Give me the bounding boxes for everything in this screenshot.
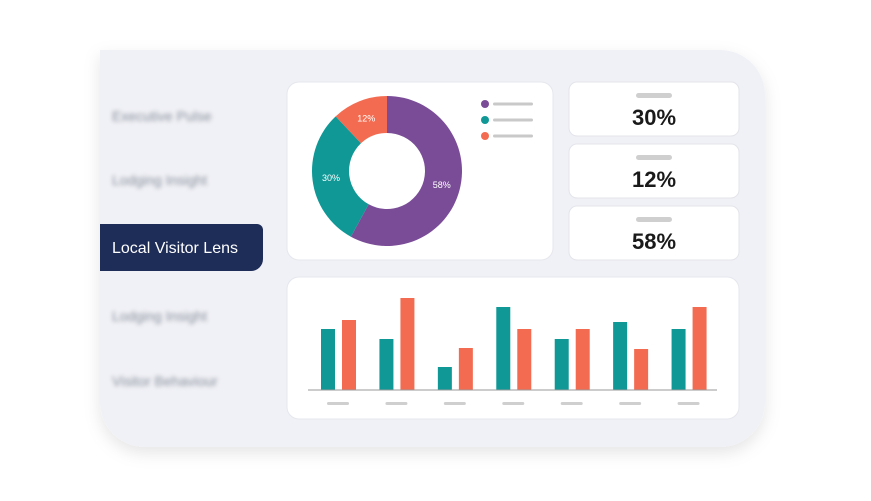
stat-card xyxy=(568,143,740,199)
bar xyxy=(634,349,649,390)
legend-dot xyxy=(481,100,489,108)
x-label-placeholder xyxy=(385,402,408,405)
nav-item[interactable]: Lodging Insight xyxy=(112,308,207,324)
stat-placeholder xyxy=(636,217,672,222)
bar xyxy=(342,320,356,390)
x-label-placeholder xyxy=(619,402,642,405)
stat-card xyxy=(568,205,740,261)
donut-slice xyxy=(350,96,463,247)
bar xyxy=(458,348,473,390)
donut-chart: 58% 30% 12% xyxy=(312,96,463,247)
bar xyxy=(400,298,415,390)
donut-slice xyxy=(335,96,387,144)
bar xyxy=(517,329,532,390)
stat-placeholder xyxy=(636,155,672,160)
bar xyxy=(613,322,628,390)
bar xyxy=(379,339,394,390)
bar xyxy=(496,307,511,390)
legend-placeholder xyxy=(493,134,533,138)
stat-value: 12% xyxy=(632,167,676,192)
bar xyxy=(575,329,590,390)
slice-label: 12% xyxy=(357,113,375,123)
x-label-placeholder xyxy=(677,402,700,405)
bar xyxy=(554,339,569,390)
legend xyxy=(481,100,533,140)
x-label-placeholder xyxy=(443,402,466,405)
x-label-placeholder xyxy=(327,402,349,405)
active-tab[interactable] xyxy=(100,224,263,271)
stat-value: 58% xyxy=(632,229,676,254)
bar xyxy=(692,307,707,390)
bar-chart xyxy=(308,298,717,405)
sidebar: Executive Pulse Lodging Insight Local Visi… xyxy=(100,108,263,389)
stat-cards: 30% 12% 58% xyxy=(568,81,740,261)
legend-dot xyxy=(481,132,489,140)
stat-value: 30% xyxy=(632,105,676,130)
nav-item[interactable]: Lodging Insight xyxy=(112,172,207,188)
nav-item-active[interactable]: Local Visitor Lens xyxy=(112,240,238,257)
bar xyxy=(437,367,452,390)
stat-card xyxy=(568,81,740,137)
slice-label: 30% xyxy=(322,173,340,183)
nav-item[interactable]: Visitor Behaviour xyxy=(112,373,218,389)
bar xyxy=(671,329,686,390)
x-label-placeholder xyxy=(502,402,525,405)
legend-placeholder xyxy=(493,118,533,122)
legend-placeholder xyxy=(493,102,533,106)
x-label-placeholder xyxy=(560,402,583,405)
stat-placeholder xyxy=(636,93,672,98)
legend-dot xyxy=(481,116,489,124)
bar xyxy=(321,329,335,390)
nav-item[interactable]: Executive Pulse xyxy=(112,108,212,124)
donut-slice xyxy=(312,116,369,237)
slice-label: 58% xyxy=(433,180,451,190)
